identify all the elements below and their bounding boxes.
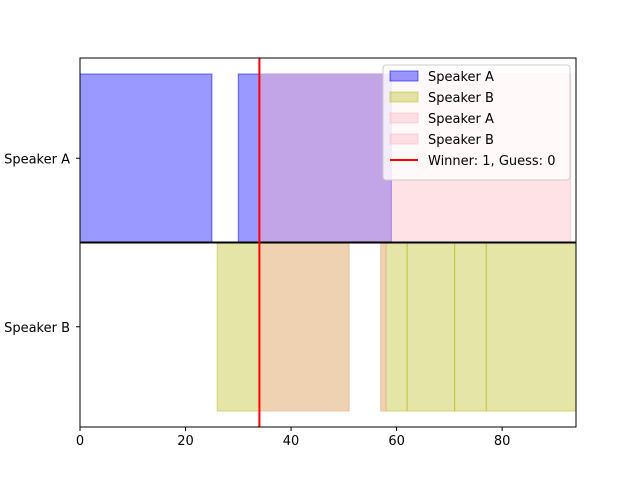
legend-label-marker: Winner: 1, Guess: 0 (428, 154, 555, 169)
y-tick-label-0: Speaker A (4, 152, 70, 167)
legend-label-2: Speaker A (428, 112, 494, 127)
y-axis: Speaker A Speaker B (4, 152, 80, 336)
legend: Speaker A Speaker B Speaker A Speaker B Winn… (382, 64, 571, 181)
bar-series-3-segment-1 (380, 242, 387, 412)
legend-swatch-2 (389, 112, 419, 124)
legend-label-3: Speaker B (428, 133, 494, 148)
x-tick-label-2: 40 (283, 434, 300, 449)
x-tick-label-1: 20 (177, 434, 194, 449)
bar-series-3-segment-0 (258, 242, 350, 412)
bar-series-1-segment-0 (216, 242, 350, 412)
overlays (80, 58, 576, 427)
legend-swatch-3 (389, 133, 419, 145)
x-tick-label-4: 80 (494, 434, 511, 449)
bar-series-1-segment-3 (406, 242, 456, 412)
y-tick-label-1: Speaker B (4, 321, 70, 336)
bar-series-1-segment-2 (385, 242, 408, 412)
x-tick-label-3: 60 (388, 434, 405, 449)
axes-frame (79, 57, 577, 428)
legend-label-0: Speaker A (428, 70, 494, 85)
x-tick-label-0: 0 (76, 434, 84, 449)
bar-series-1-segment-5 (485, 242, 577, 412)
bar-series-0-segment-0 (79, 73, 213, 243)
x-axis: 0 20 40 60 80 (76, 427, 511, 449)
legend-swatch-0 (389, 70, 419, 82)
legend-label-1: Speaker B (428, 91, 494, 106)
bar-series-1-segment-4 (454, 242, 487, 412)
legend-box (382, 64, 571, 181)
legend-swatch-1 (389, 91, 419, 103)
